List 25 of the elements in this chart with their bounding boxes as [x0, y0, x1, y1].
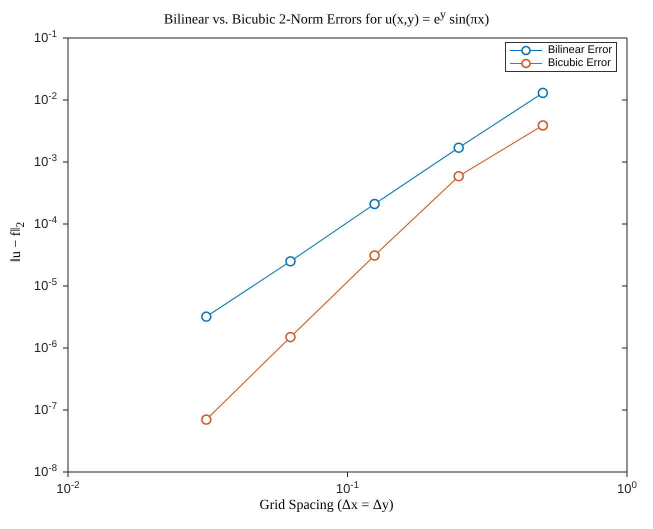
point — [538, 120, 548, 131]
y-tick-label: 10$^{-5}$ — [34, 276, 58, 293]
point — [538, 88, 548, 98]
point — [201, 414, 212, 425]
x-axis-title: Grid Spacing (Δx = Δy) — [258, 498, 394, 514]
point — [201, 311, 212, 322]
y-tick-label: 10$^{-2}$ — [34, 90, 57, 107]
y-tick-label: 10$^{-4}$ — [34, 214, 58, 231]
point — [369, 198, 380, 210]
y-tick-label: 10$^{-1}$ — [34, 28, 57, 45]
y-tick-label: 10$^{-8}$ — [34, 462, 57, 479]
point — [285, 256, 296, 267]
point — [285, 332, 296, 342]
point — [453, 170, 464, 182]
y-tick-label: 10$^{-6}$ — [34, 338, 57, 355]
x-tick-label: 10$^{-1}$ — [336, 480, 360, 496]
point — [453, 142, 464, 153]
point — [369, 250, 380, 261]
chart-title: Bilinear vs. Bicubic 2-Norm Errors for u(x,y) = e$^{y}$ sin(πx) — [162, 8, 490, 28]
x-tick-label: 10$^{0}$ — [617, 480, 638, 496]
y-tick-label: 10$^{-3}$ — [34, 152, 57, 169]
y-tick-label: 10$^{-7}$ — [34, 400, 57, 417]
x-tick-label: 10$^{-2}$ — [56, 480, 80, 496]
legend-label: Bilinear Error — [548, 44, 612, 57]
legend-label: Bicubic Error — [548, 57, 611, 70]
